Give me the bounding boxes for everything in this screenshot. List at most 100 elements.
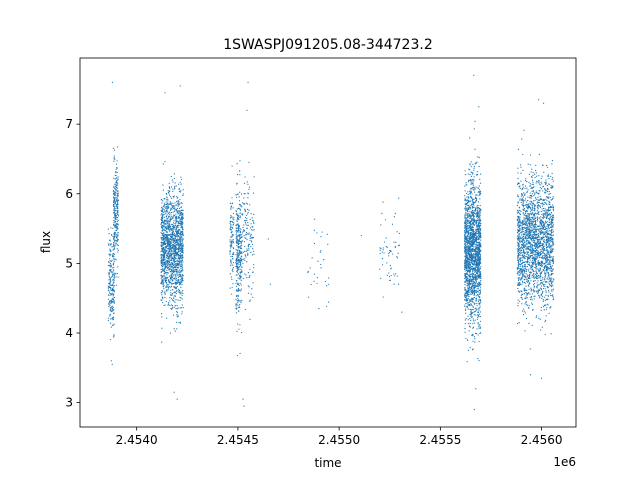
data-point bbox=[540, 306, 542, 309]
data-point bbox=[180, 249, 182, 251]
data-point bbox=[171, 242, 173, 244]
data-point bbox=[464, 197, 466, 199]
data-point bbox=[235, 289, 238, 291]
data-point bbox=[162, 184, 164, 186]
data-point bbox=[163, 198, 165, 200]
data-point bbox=[176, 197, 178, 199]
points-layer bbox=[107, 74, 555, 411]
data-point bbox=[551, 265, 553, 267]
data-point bbox=[175, 276, 177, 278]
data-point bbox=[466, 275, 468, 278]
data-point bbox=[178, 256, 180, 259]
data-point bbox=[115, 182, 117, 184]
data-point bbox=[475, 297, 477, 299]
data-point bbox=[162, 253, 164, 255]
data-point bbox=[175, 257, 177, 259]
data-point bbox=[164, 257, 166, 259]
data-point bbox=[477, 211, 479, 213]
data-point bbox=[176, 238, 179, 240]
data-point bbox=[476, 208, 478, 210]
data-point bbox=[176, 230, 179, 232]
data-point bbox=[469, 326, 471, 328]
data-point bbox=[253, 253, 255, 255]
data-point bbox=[113, 177, 115, 179]
data-point bbox=[240, 193, 243, 195]
data-point bbox=[545, 294, 547, 296]
data-point bbox=[172, 242, 174, 244]
data-point bbox=[107, 294, 110, 296]
data-point bbox=[160, 250, 162, 253]
data-point bbox=[479, 207, 481, 210]
data-point bbox=[177, 259, 179, 262]
data-point bbox=[171, 239, 173, 241]
data-point bbox=[396, 257, 398, 259]
data-point bbox=[116, 212, 119, 214]
data-point bbox=[468, 284, 470, 286]
data-point bbox=[471, 218, 473, 220]
data-point bbox=[472, 229, 474, 231]
data-point bbox=[236, 216, 239, 219]
data-point bbox=[175, 274, 177, 276]
data-point bbox=[239, 277, 241, 279]
data-point bbox=[179, 228, 181, 231]
data-point bbox=[235, 282, 237, 284]
data-point bbox=[477, 358, 479, 360]
data-point bbox=[170, 214, 172, 216]
data-point bbox=[479, 226, 481, 228]
data-point bbox=[179, 296, 181, 299]
data-point bbox=[244, 259, 246, 262]
data-point bbox=[160, 237, 163, 239]
data-point bbox=[231, 235, 233, 237]
data-point bbox=[530, 288, 533, 291]
data-point bbox=[115, 204, 117, 206]
data-point bbox=[479, 212, 481, 214]
data-point bbox=[233, 219, 235, 221]
data-point bbox=[163, 241, 165, 243]
data-point bbox=[479, 292, 482, 294]
data-point bbox=[160, 277, 162, 279]
data-point bbox=[465, 215, 467, 217]
data-point bbox=[473, 217, 475, 219]
data-point bbox=[465, 312, 467, 314]
data-point bbox=[471, 240, 473, 242]
data-point bbox=[475, 197, 477, 199]
data-point bbox=[162, 163, 164, 165]
data-point bbox=[229, 245, 231, 247]
data-point bbox=[167, 198, 169, 200]
data-point bbox=[474, 231, 477, 233]
data-point bbox=[464, 199, 466, 201]
data-point bbox=[229, 217, 232, 219]
data-point bbox=[235, 241, 237, 243]
data-point bbox=[174, 258, 176, 261]
data-point bbox=[235, 274, 237, 276]
data-point bbox=[474, 219, 476, 222]
data-point bbox=[179, 254, 181, 257]
data-point bbox=[164, 160, 166, 163]
data-point bbox=[239, 352, 241, 355]
data-point bbox=[477, 217, 479, 219]
data-point bbox=[480, 262, 482, 264]
data-point bbox=[175, 307, 177, 310]
data-point bbox=[161, 294, 163, 296]
data-point bbox=[171, 237, 173, 239]
data-point bbox=[167, 204, 169, 207]
data-point bbox=[174, 244, 176, 247]
data-point bbox=[464, 289, 466, 291]
data-point bbox=[468, 231, 470, 234]
data-point bbox=[114, 183, 116, 185]
data-point bbox=[471, 258, 474, 260]
data-point bbox=[476, 171, 479, 173]
data-point bbox=[111, 307, 113, 309]
data-point bbox=[236, 264, 238, 266]
data-point bbox=[471, 206, 473, 208]
data-point bbox=[479, 293, 481, 295]
data-point bbox=[236, 330, 238, 332]
data-point bbox=[251, 254, 254, 256]
data-point bbox=[110, 300, 112, 302]
data-point bbox=[472, 348, 474, 350]
data-point bbox=[474, 341, 476, 343]
data-point bbox=[479, 304, 481, 306]
data-point bbox=[465, 290, 467, 292]
data-point bbox=[466, 272, 469, 274]
data-point bbox=[181, 228, 184, 230]
